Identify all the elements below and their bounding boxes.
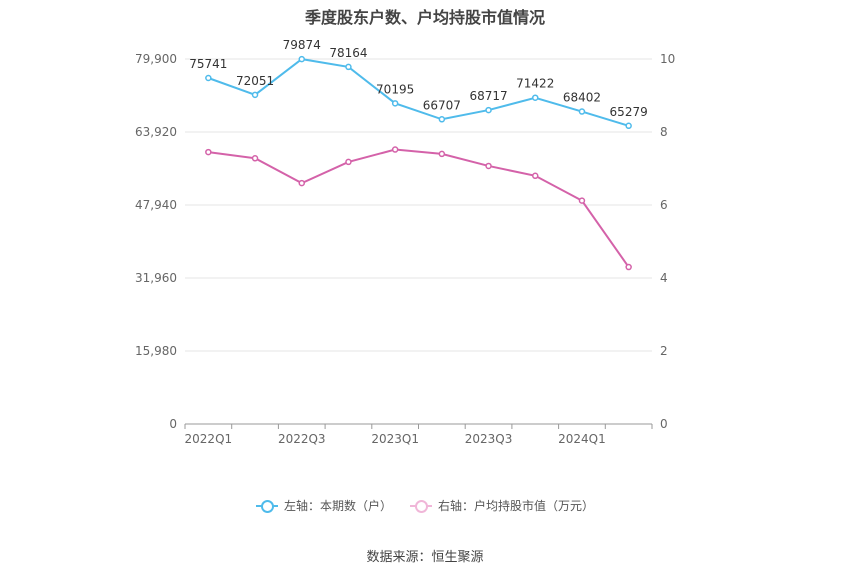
data-label: 71422 [516,77,554,91]
right-axis-tick-label: 8 [660,125,668,139]
left-series-point [345,63,352,71]
x-axis-tick-label: 2024Q1 [558,432,606,446]
left-series-point [438,116,446,123]
left-series-line [208,58,629,127]
right-axis-tick-label: 0 [660,417,668,431]
right-series-point [532,172,539,180]
right-series-point [485,162,492,170]
right-series-point [438,150,446,158]
legend-right-line-icon [410,499,432,513]
legend-right-label: 右轴：户均持股市值（万元） [438,499,595,513]
data-label: 70195 [376,82,414,96]
right-series-line [208,148,630,268]
left-axis-tick-label: 31,960 [135,271,177,285]
left-series-point [205,74,212,82]
left-series-point [298,55,305,63]
x-axis-tick-label: 2022Q3 [278,432,326,446]
data-source: 数据来源：恒生聚源 [366,550,484,565]
right-series-point [625,263,632,271]
right-series-point [345,158,352,166]
left-axis-tick-label: 15,980 [135,344,177,358]
right-axis-tick-label: 2 [660,344,668,358]
data-label: 79874 [283,38,321,52]
right-axis-tick-label: 6 [660,198,668,212]
data-label: 68717 [469,89,507,103]
data-label: 66707 [423,98,461,112]
right-series-point [205,148,212,156]
data-label: 65279 [610,105,648,119]
right-axis-tick-label: 10 [660,52,675,66]
data-label: 68402 [563,91,601,105]
chart-legend: 左轴：本期数（户） 右轴：户均持股市值（万元） [0,497,850,514]
left-series-point [251,91,259,99]
left-series-point [625,122,632,130]
legend-left-label: 左轴：本期数（户） [283,499,392,513]
legend-item-right-series[interactable]: 右轴：户均持股市值（万元） [410,497,594,514]
right-series-point [391,146,399,153]
left-series-point [578,108,586,115]
data-label: 72051 [236,74,274,88]
x-axis-tick-label: 2022Q1 [185,432,233,446]
right-axis-tick-label: 4 [660,271,668,285]
x-axis-tick-label: 2023Q1 [371,432,419,446]
left-axis-tick-label: 79,900 [135,52,177,66]
left-series-point [485,106,492,114]
left-axis-tick-label: 47,940 [135,198,177,212]
left-axis-tick-label: 63,920 [135,125,177,139]
x-axis-tick-label: 2023Q3 [465,432,513,446]
data-label: 78164 [329,46,367,60]
data-label: 75741 [189,57,227,71]
left-axis-tick-label: 0 [169,417,177,431]
legend-left-line-icon [255,499,278,513]
legend-item-left-series[interactable]: 左轴：本期数（户） [255,497,392,514]
right-series-point [251,155,259,162]
right-series-point [298,179,305,187]
right-series-point [578,197,586,204]
left-series-point [532,94,539,101]
left-series-point [391,100,399,107]
chart-title: 季度股东户数、户均持股市值情况 [304,8,545,27]
